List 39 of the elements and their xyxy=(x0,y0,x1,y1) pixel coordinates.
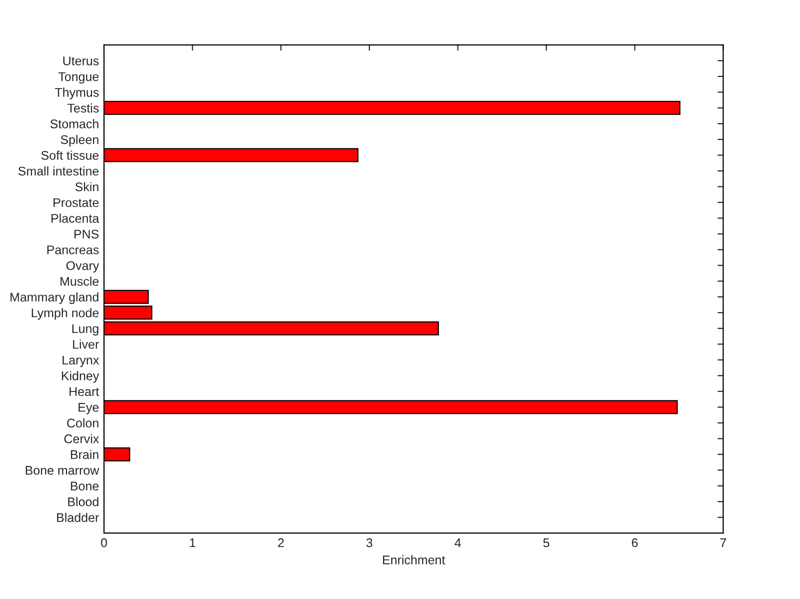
y-tick-label: Stomach xyxy=(50,119,98,128)
y-tick-label: Mammary gland xyxy=(10,292,98,304)
x-tick-label: 5 xyxy=(543,538,550,548)
y-tick-label: Heart xyxy=(70,387,100,396)
y-tick-label: Placenta xyxy=(52,214,100,223)
y-tick-label: Muscle xyxy=(60,276,99,286)
y-tick-label: Prostate xyxy=(54,198,99,208)
x-tick-label: 1 xyxy=(190,538,196,548)
x-tick-label: 4 xyxy=(454,538,461,548)
y-tick-label: Soft tissue xyxy=(41,150,99,160)
y-tick-label: Ovary xyxy=(66,261,100,273)
y-tick-label: Lung xyxy=(72,324,98,336)
x-tick-label: 7 xyxy=(720,538,726,548)
y-tick-label: Brain xyxy=(70,450,98,460)
y-tick-label: Small intestine xyxy=(18,166,99,176)
y-tick-label: Larynx xyxy=(62,356,100,368)
x-axis-title: Enrichment xyxy=(383,555,446,564)
y-tick-label: PNS xyxy=(74,230,99,239)
y-tick-label: Pancreas xyxy=(47,246,99,254)
y-tick-label: Eye xyxy=(78,403,99,414)
y-tick-label: Colon xyxy=(67,418,98,428)
y-tick-label: Bone xyxy=(70,482,99,491)
y-tick-label: Tongue xyxy=(58,72,99,84)
y-tick-label: Bladder xyxy=(57,512,99,522)
y-tick-label: Uterus xyxy=(63,56,99,66)
y-tick-label: Thymus xyxy=(54,88,99,100)
x-tick-label: 6 xyxy=(632,538,638,548)
y-tick-label: Bone marrow xyxy=(26,466,100,475)
y-tick-label: Kidney xyxy=(62,371,100,383)
x-tick-label: 2 xyxy=(278,538,284,548)
y-tick-label: Cervix xyxy=(64,434,100,444)
x-tick-label: 3 xyxy=(366,538,372,548)
y-tick-label: Lymph node xyxy=(32,308,99,320)
y-tick-label: Liver xyxy=(73,340,99,349)
y-tick-label: Spleen xyxy=(60,134,98,147)
x-tick-label: 0 xyxy=(101,538,107,548)
y-tick-label: Blood xyxy=(68,497,98,506)
y-tick-label: Skin xyxy=(75,182,98,192)
y-tick-label: Testis xyxy=(67,103,99,113)
